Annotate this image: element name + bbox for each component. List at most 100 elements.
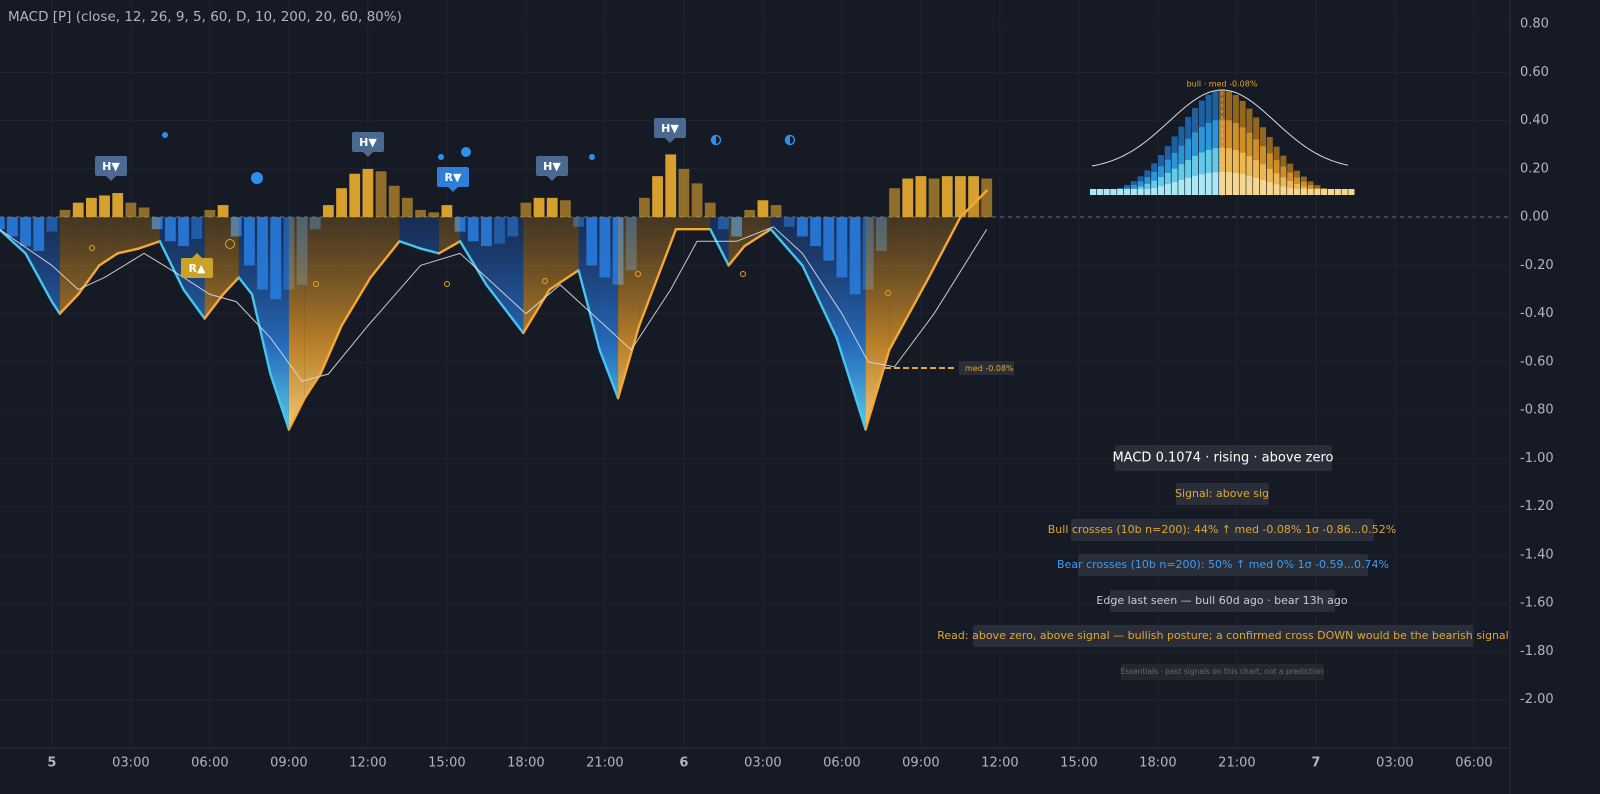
annotation-pointer (665, 138, 675, 143)
median-label-box (959, 361, 1014, 375)
histogram-bar (362, 168, 374, 218)
histogram-bar (770, 205, 782, 218)
x-tick-label: 09:00 (902, 756, 939, 771)
macd-line-segment (864, 348, 891, 431)
histogram-bar (217, 205, 229, 218)
annotation-box (352, 132, 384, 152)
distribution-bar (1192, 155, 1198, 195)
macd-line-segment (116, 247, 140, 255)
histogram-bar (533, 197, 545, 218)
footer-note: Essentials · past signals on this chart,… (1120, 667, 1323, 676)
distribution-bar (1212, 172, 1219, 195)
macd-line-segment (50, 300, 61, 315)
macd-line-segment (577, 269, 601, 352)
histogram-bar (955, 176, 966, 218)
distribution-bar (1137, 189, 1144, 195)
histogram-bar (428, 212, 440, 218)
macd-line-segment (250, 293, 272, 376)
info-box (1071, 519, 1374, 541)
distribution-bar (1164, 172, 1171, 195)
x-tick-label: 03:00 (744, 756, 781, 771)
histogram-bar (72, 202, 84, 218)
headline: MACD 0.1074 · rising · above zero (1112, 451, 1333, 466)
annotation-pointer (106, 176, 116, 181)
macd-fill-segment (0, 217, 26, 254)
macd-line-segment (801, 264, 838, 340)
distribution-bar (1260, 180, 1266, 195)
macd-fill-segment (599, 217, 619, 399)
distribution-bar (1280, 177, 1287, 195)
y-tick-label: -1.00 (1520, 451, 1554, 466)
macd-line-segment (158, 240, 185, 291)
macd-line-segment (237, 276, 254, 296)
y-tick-label: -1.80 (1520, 644, 1554, 659)
ring (740, 271, 746, 277)
histogram-bar (138, 207, 150, 218)
distribution-bar (1158, 177, 1164, 195)
info-box (1121, 664, 1324, 680)
annotation-label: R▲ (189, 262, 206, 275)
x-tick-label: 21:00 (1218, 756, 1255, 771)
median-label: med -0.08% (965, 364, 1014, 373)
distribution-bar (1273, 184, 1280, 195)
histogram-bar (401, 197, 413, 218)
macd-line-segment (743, 228, 773, 248)
macd-line-segment (727, 244, 746, 267)
macd-fill-segment (802, 217, 837, 338)
ring (89, 245, 95, 251)
macd-fill-segment (836, 217, 866, 430)
info-box (1078, 554, 1368, 576)
histogram-bar (691, 183, 703, 218)
macd-fill-segment (51, 217, 60, 314)
histogram-bar (204, 209, 216, 218)
x-tick-label: 5 (47, 756, 56, 771)
macd-line-segment (398, 240, 422, 250)
annotation-label: H▼ (102, 160, 120, 173)
y-tick-label: -1.20 (1520, 499, 1554, 514)
distribution-bar (1090, 189, 1096, 195)
distribution-bar (1205, 172, 1212, 195)
histogram-bar (559, 200, 571, 218)
dot (589, 154, 595, 160)
distribution-bar (1294, 189, 1300, 195)
distribution-bar (1151, 180, 1158, 195)
distribution-bar (1232, 173, 1239, 195)
macd-fill-segment (99, 217, 118, 266)
distribution-bar (1253, 160, 1260, 195)
dot (438, 154, 444, 160)
bull-stats: Bull crosses (10b n=200): 44% ↑ med -0.0… (1048, 523, 1396, 536)
signal-line (0, 226, 988, 382)
distribution-bar (1192, 175, 1198, 195)
info-panel: MACD 0.1074 · rising · above zero Signal… (937, 445, 1509, 680)
annotation-label: R▼ (445, 171, 462, 184)
histogram-bar (889, 188, 900, 218)
histogram-bar (415, 209, 426, 218)
distribution-bar (1246, 175, 1253, 195)
ring (313, 281, 319, 287)
x-tick-label: 12:00 (349, 756, 386, 771)
distribution-bar (1130, 189, 1137, 195)
distribution-bar (1266, 182, 1273, 195)
histogram-bar (638, 197, 650, 218)
macd-line-segment (269, 372, 291, 431)
distribution-bar (1198, 174, 1205, 195)
distribution-bar (1151, 188, 1158, 195)
distribution-label: bull · med -0.08% (1187, 80, 1258, 89)
histogram-bar (915, 176, 927, 218)
macd-line-segment (419, 247, 441, 255)
half-dot (785, 135, 790, 145)
info-box (1110, 590, 1335, 612)
y-tick-label: -0.20 (1520, 258, 1554, 273)
distribution-bar (1171, 182, 1178, 195)
distribution-bar (1334, 189, 1341, 195)
macd-line-segment (437, 240, 462, 255)
y-tick-label: 0.40 (1520, 113, 1549, 128)
histogram-bar (546, 197, 558, 218)
histogram-bar (59, 209, 71, 218)
macd-fill-segment (370, 217, 400, 278)
ring (225, 239, 235, 249)
y-tick-label: -1.40 (1520, 547, 1554, 562)
distribution-bar (1124, 189, 1130, 195)
y-tick-label: 0.00 (1520, 210, 1549, 225)
